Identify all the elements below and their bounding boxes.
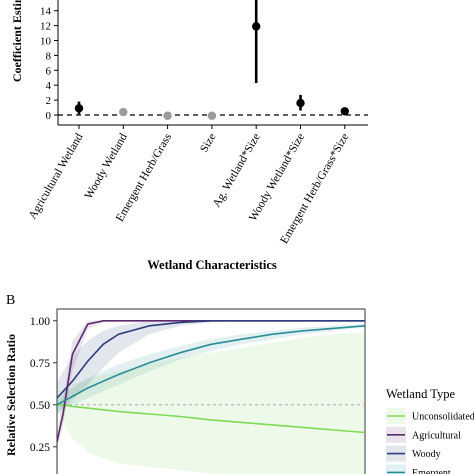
panel-b-y-ticks: 0.25 0.50 0.75 1.00 — [30, 316, 57, 454]
legend-label-unconsolidated: Unconsolidated — [412, 412, 474, 423]
point-agricultural-wetland — [74, 104, 84, 113]
band-emergent — [57, 324, 365, 410]
x-tick-label-ag-wetland-size: Ag. Wetland*Size — [211, 132, 263, 210]
legend: Wetland Type Unconsolidated Agricultural W… — [386, 387, 474, 474]
line-emergent — [56, 325, 366, 406]
legend-key-bg-emergent — [386, 464, 406, 474]
point-emergent-herb-grass — [163, 111, 172, 120]
y-tick-label: 12 — [40, 21, 51, 33]
line-woody — [56, 319, 365, 399]
point-emergent-herb-grass-size — [340, 107, 349, 116]
x-tick-label-size: Size — [198, 132, 218, 155]
y-tick-label: 1.00 — [30, 316, 50, 328]
y-tick-label: 0 — [46, 110, 52, 122]
legend-label-agricultural: Agricultural — [412, 430, 461, 441]
legend-items: Unconsolidated Agricultural Woody Emergent — [386, 408, 474, 474]
x-tick-label-agricultural-wetland: Agricultural Wetland — [27, 131, 86, 221]
point-woody-wetland-size — [296, 98, 305, 108]
panel-a-estimates — [74, 0, 349, 120]
panel-b-y-axis-label: Relative Selection Ratio — [4, 334, 18, 456]
panel-a-x-axis-label: Wetland Characteristics — [147, 258, 277, 272]
legend-label-woody: Woody — [412, 449, 441, 460]
panel-b: B Relative Selection Ratio 0.25 0.50 0.75 1… — [4, 293, 474, 474]
panel-b-plot-border — [56, 308, 366, 474]
legend-label-emergent: Emergent — [412, 468, 451, 474]
y-tick-label: 10 — [40, 36, 52, 48]
x-tick-label-woody-wetland: Woody Wetland — [83, 131, 130, 201]
legend-title: Wetland Type — [386, 387, 456, 401]
panel-a: Coefficient Estimate 0 2 4 6 8 10 12 14 Agricul… — [10, 0, 368, 272]
y-tick-label: 8 — [46, 50, 52, 62]
panel-b-series-lines — [56, 319, 366, 442]
y-tick-label: 4 — [46, 80, 52, 92]
y-tick-label: 0.75 — [30, 358, 50, 370]
line-unconsolidated — [57, 403, 366, 434]
y-tick-label: 2 — [46, 95, 52, 107]
y-tick-label: 6 — [46, 65, 52, 77]
point-size — [207, 111, 217, 120]
point-woody-wetland — [119, 107, 128, 117]
y-tick-label: 0.50 — [30, 400, 50, 412]
point-ag-wetland-size — [252, 22, 261, 31]
panel-a-y-axis-label: Coefficient Estimate — [10, 0, 24, 82]
panel-b-letter: B — [6, 293, 15, 308]
panel-a-y-ticks: 0 2 4 6 8 10 12 14 — [40, 6, 58, 122]
y-tick-label: 0.25 — [30, 442, 50, 454]
y-tick-label: 14 — [40, 6, 52, 18]
